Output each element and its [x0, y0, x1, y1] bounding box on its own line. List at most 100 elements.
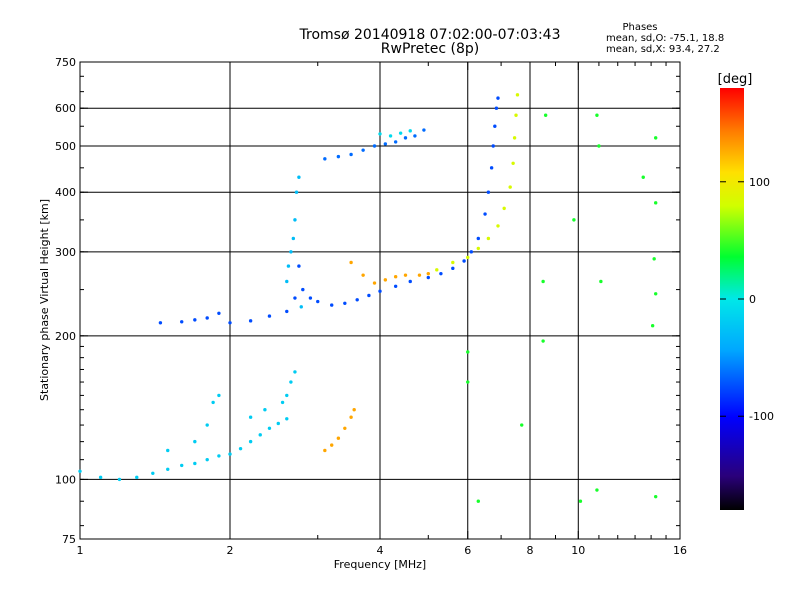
data-point	[166, 467, 170, 471]
data-point	[650, 324, 655, 328]
data-point	[491, 144, 495, 148]
colorbar-ticks: 100 0 -100	[720, 176, 774, 423]
data-point	[285, 393, 289, 398]
y-tick-label: 200	[55, 330, 76, 343]
data-point	[297, 264, 301, 268]
data-point	[486, 190, 491, 194]
data-point	[293, 296, 297, 300]
data-point	[217, 311, 221, 315]
data-point	[372, 281, 377, 285]
data-point	[330, 303, 334, 307]
data-point	[158, 321, 163, 325]
data-point	[180, 320, 184, 324]
x-tick-label: 16	[673, 544, 687, 557]
data-point	[193, 461, 197, 466]
data-point	[595, 488, 599, 492]
data-point	[653, 292, 658, 296]
data-point	[352, 408, 356, 412]
data-point	[291, 236, 296, 241]
y-tick-label: 300	[55, 246, 76, 259]
phases-x-mode-stats: mean, sd,X: 93.4, 27.2	[606, 44, 720, 55]
data-point	[403, 273, 408, 277]
data-point	[263, 408, 267, 412]
data-point	[343, 301, 347, 305]
data-point	[276, 421, 280, 426]
data-point	[258, 433, 262, 437]
data-point	[361, 273, 365, 277]
data-points	[78, 93, 658, 503]
data-point	[435, 268, 439, 272]
data-point	[336, 436, 341, 440]
colorbar-tick-label: -100	[749, 410, 774, 423]
data-point	[372, 144, 377, 148]
chart-subtitle: RwPretec (8p)	[380, 41, 480, 57]
grid-lines	[80, 62, 680, 539]
data-point	[135, 475, 139, 480]
data-point	[289, 380, 293, 384]
axis-ticks	[79, 61, 681, 540]
data-point	[293, 218, 297, 222]
data-point	[417, 273, 422, 277]
data-point	[289, 250, 293, 254]
data-point	[285, 279, 289, 284]
data-point	[294, 190, 299, 194]
data-point	[378, 289, 382, 293]
data-point	[572, 218, 576, 222]
data-point	[293, 370, 297, 374]
data-point	[193, 439, 197, 444]
data-point	[349, 152, 353, 157]
x-tick-label: 8	[527, 544, 534, 557]
data-point	[466, 380, 470, 384]
data-point	[451, 266, 455, 271]
data-point	[211, 400, 215, 405]
data-point	[426, 275, 430, 280]
data-point	[378, 132, 382, 136]
data-point	[117, 477, 122, 482]
data-point	[205, 423, 209, 427]
data-point	[205, 316, 209, 320]
colorbar-label: [deg]	[718, 72, 753, 87]
data-point	[408, 129, 412, 133]
data-point	[652, 257, 656, 261]
data-point	[361, 148, 365, 152]
data-point	[466, 350, 470, 354]
data-point	[343, 426, 347, 430]
data-point	[316, 299, 320, 304]
phases-o-mode-stats: mean, sd,O: -75.1, 18.8	[606, 33, 725, 44]
data-point	[267, 314, 272, 318]
data-point	[98, 475, 103, 480]
y-tick-label: 500	[55, 140, 76, 153]
data-point	[297, 175, 301, 179]
data-point	[301, 287, 305, 292]
data-point	[403, 136, 408, 140]
data-point	[388, 134, 393, 138]
data-point	[393, 275, 398, 279]
data-point	[299, 305, 303, 309]
data-point	[349, 415, 353, 419]
data-point	[439, 271, 443, 276]
phases-box-title: Phases	[622, 22, 658, 33]
data-point	[599, 279, 603, 284]
data-point	[383, 142, 388, 146]
data-point	[486, 236, 491, 241]
data-point	[393, 140, 398, 144]
data-point	[515, 93, 520, 97]
data-point	[323, 448, 327, 453]
data-point	[578, 499, 583, 503]
data-point	[514, 113, 518, 117]
data-point	[280, 400, 285, 405]
data-point	[228, 321, 232, 325]
data-point	[476, 246, 481, 251]
data-point	[476, 236, 481, 241]
data-point	[653, 136, 658, 140]
data-point	[408, 279, 412, 284]
data-point	[520, 423, 524, 427]
data-point	[595, 113, 599, 117]
data-point	[228, 452, 232, 456]
colorbar-tick-label: 0	[749, 293, 756, 306]
data-point	[393, 284, 398, 288]
data-point	[508, 185, 512, 189]
data-point	[78, 469, 82, 473]
data-point	[451, 260, 455, 265]
data-point	[476, 499, 481, 503]
